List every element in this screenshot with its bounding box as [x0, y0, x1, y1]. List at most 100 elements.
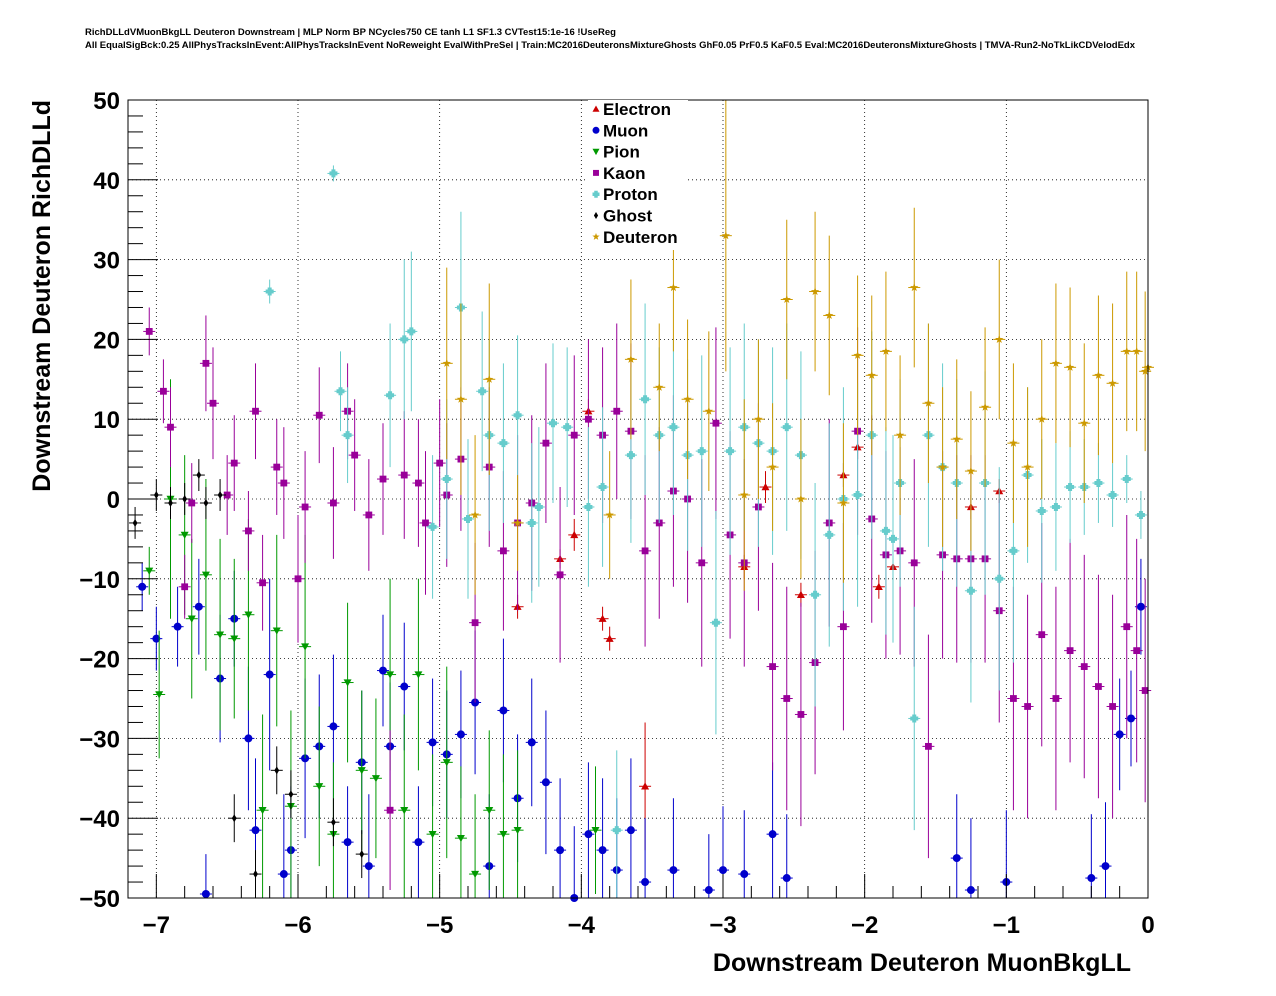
marker [925, 742, 932, 750]
marker [527, 738, 536, 747]
marker [252, 407, 259, 415]
marker [839, 498, 848, 507]
data-point [1064, 538, 1077, 763]
marker [952, 434, 961, 443]
marker [641, 782, 650, 790]
data-point [377, 614, 389, 727]
data-point [270, 746, 283, 795]
data-point [766, 562, 779, 771]
legend-item-proton: Proton [592, 185, 658, 204]
marker [379, 666, 387, 675]
data-point [299, 534, 312, 759]
data-point [603, 626, 616, 651]
marker [203, 498, 209, 507]
marker [669, 423, 678, 432]
marker [598, 483, 607, 492]
marker [605, 510, 614, 519]
marker [196, 471, 202, 480]
data-point [610, 323, 623, 499]
marker [881, 346, 891, 355]
legend-label: Deuteron [603, 228, 678, 247]
marker [371, 775, 380, 783]
marker [895, 430, 905, 439]
data-point [752, 339, 765, 499]
legend-item-electron: Electron [592, 100, 671, 119]
data-point [823, 423, 836, 647]
marker [155, 691, 164, 699]
marker [223, 491, 231, 499]
marker [329, 169, 338, 178]
marker [1109, 703, 1116, 710]
data-point [1078, 554, 1091, 779]
x-tick-label: −5 [426, 912, 453, 939]
data-point [483, 730, 496, 891]
marker [513, 411, 522, 420]
data-point [719, 100, 732, 372]
x-tick-label: −7 [143, 912, 170, 939]
marker [825, 311, 834, 320]
data-point [412, 786, 425, 898]
data-point [1106, 463, 1119, 527]
marker [386, 391, 395, 400]
marker [414, 671, 423, 679]
marker [1051, 502, 1060, 511]
marker [669, 283, 678, 292]
data-point [589, 766, 602, 895]
data-point [1049, 443, 1062, 571]
marker [1136, 602, 1145, 611]
data-point [355, 690, 368, 851]
data-point [964, 391, 977, 551]
marker [470, 510, 480, 519]
data-point [476, 311, 489, 472]
legend-label: Pion [603, 143, 640, 162]
marker [570, 431, 578, 439]
y-axis-title: Downstream Deuteron RichDLLd [28, 100, 56, 492]
marker [1094, 370, 1103, 379]
marker [612, 826, 621, 835]
x-tick-label: −1 [993, 912, 1020, 939]
marker [740, 870, 749, 879]
data-point [377, 423, 389, 535]
data-point [738, 810, 751, 898]
marker [712, 419, 720, 427]
marker [280, 479, 288, 487]
data-point [887, 435, 899, 643]
series-ghost [129, 459, 368, 898]
data-point [483, 283, 496, 476]
marker [556, 571, 564, 579]
data-point [214, 479, 227, 511]
marker [811, 590, 820, 599]
data-point [412, 419, 425, 547]
data-point [639, 303, 652, 496]
data-point [185, 463, 198, 543]
marker [556, 846, 565, 855]
marker [1115, 730, 1124, 739]
marker [840, 623, 847, 631]
marker [711, 618, 720, 627]
data-point [568, 518, 581, 551]
marker [1052, 695, 1060, 702]
data-point [150, 479, 163, 511]
data-point [894, 355, 907, 515]
marker [626, 354, 636, 363]
legend-box [588, 100, 688, 250]
marker [422, 519, 429, 527]
data-point [1139, 291, 1152, 452]
data-point [780, 814, 793, 898]
marker [698, 559, 706, 567]
data-point [1092, 574, 1105, 799]
data-point [653, 323, 666, 452]
marker [331, 818, 336, 827]
data-point [228, 794, 241, 843]
marker [655, 382, 664, 391]
marker [952, 854, 961, 863]
legend-label: Ghost [603, 207, 652, 226]
marker [400, 682, 409, 691]
marker [343, 838, 352, 847]
marker [294, 575, 302, 583]
data-point [511, 335, 524, 496]
marker [500, 547, 507, 555]
y-tick-label: 30 [93, 248, 120, 275]
data-point [153, 630, 166, 759]
marker [428, 738, 437, 747]
